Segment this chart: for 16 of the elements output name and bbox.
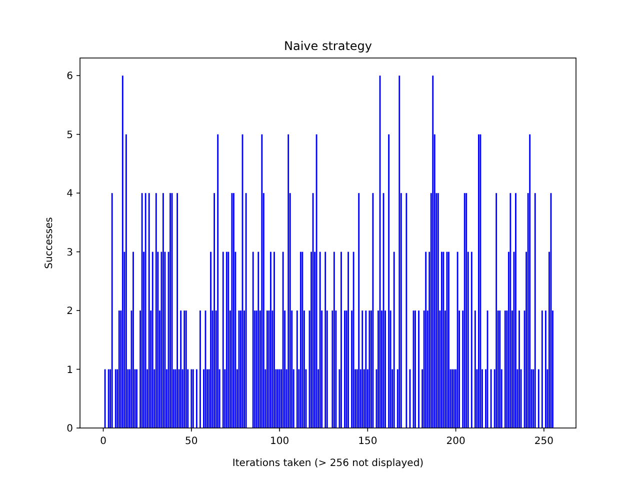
x-tick-label: 50 [185, 436, 198, 447]
y-tick-label: 4 [66, 188, 73, 200]
x-tick-label: 250 [534, 436, 554, 447]
y-tick-label: 2 [66, 306, 73, 318]
y-tick-label: 6 [66, 71, 73, 82]
x-tick-label: 200 [446, 436, 466, 447]
x-tick-label: 0 [100, 436, 106, 447]
y-tick-label: 0 [66, 424, 73, 434]
x-axis-title: Iterations taken (> 256 not displayed) [232, 458, 424, 469]
y-tick-label: 1 [66, 364, 73, 376]
y-axis-title: Successes [44, 217, 55, 269]
y-tick-label: 3 [66, 247, 73, 258]
x-tick-label: 150 [358, 436, 378, 447]
chart-title: Naive strategy [284, 39, 372, 53]
x-tick-label: 100 [270, 436, 290, 447]
y-tick-label: 5 [66, 130, 73, 141]
